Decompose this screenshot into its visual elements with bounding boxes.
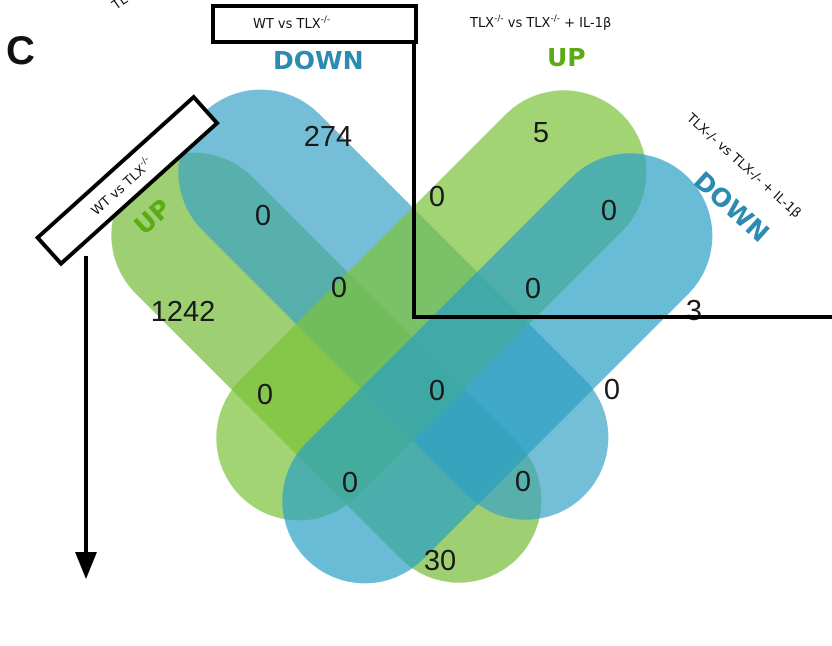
count-wt-down-tlx-down: 0 bbox=[604, 374, 620, 406]
set-wt-down-label: WT vs TLX-/- bbox=[253, 15, 330, 32]
set-wt-up-label-box-group: WT vs TLX-/- bbox=[34, 94, 220, 267]
count-only-tlx-down: 3 bbox=[686, 295, 702, 327]
annotation-line-right bbox=[412, 42, 832, 319]
count-wt-up-wt-down: 0 bbox=[255, 200, 271, 232]
count-only-wt-down: 274 bbox=[304, 121, 352, 153]
panel-label: C bbox=[6, 29, 35, 73]
count-wt-down-tlx-up: 0 bbox=[429, 181, 445, 213]
count-only-wt-up: 1242 bbox=[151, 296, 216, 328]
set-tlx-up-direction: UP bbox=[547, 43, 586, 72]
cropped-label: TL bbox=[109, 0, 131, 14]
count-wt-down-tlx-up-tlx-down: 0 bbox=[525, 273, 541, 305]
set-tlx-up-ellipse bbox=[216, 90, 647, 521]
annotation-arrow-head bbox=[75, 552, 97, 579]
set-wt-down-direction: DOWN bbox=[273, 46, 364, 75]
set-wt-up-label-box bbox=[34, 94, 220, 267]
count-only-tlx-up: 5 bbox=[533, 117, 549, 149]
set-tlx-down-ellipse bbox=[282, 153, 713, 584]
count-wt-up-tlx-up: 0 bbox=[257, 379, 273, 411]
set-tlx-up-label: TLX-/- vs TLX-/- + IL-1β bbox=[469, 14, 611, 31]
count-wt-up-wt-down-tlx-down: 0 bbox=[342, 467, 358, 499]
venn-shapes bbox=[111, 89, 713, 584]
count-all-four: 0 bbox=[429, 375, 445, 407]
count-wt-up-wt-down-tlx-up: 0 bbox=[331, 272, 347, 304]
count-wt-up-tlx-down: 30 bbox=[424, 545, 456, 577]
count-wt-up-tlx-up-tlx-down: 0 bbox=[515, 466, 531, 498]
set-wt-down-label-box bbox=[211, 4, 418, 44]
count-tlx-up-tlx-down: 0 bbox=[601, 195, 617, 227]
